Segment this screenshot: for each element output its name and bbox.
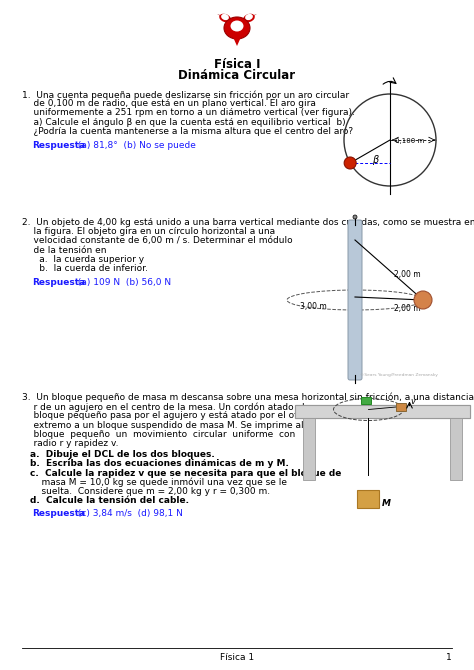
- Ellipse shape: [230, 21, 244, 31]
- Text: Física 1: Física 1: [220, 653, 254, 662]
- Polygon shape: [295, 405, 470, 418]
- Text: 3.  Un bloque pequeño de masa m descansa sobre una mesa horizontal sin fricción,: 3. Un bloque pequeño de masa m descansa …: [22, 393, 474, 403]
- Text: radio r y rapidez v.: radio r y rapidez v.: [22, 439, 119, 448]
- Text: b.  Escriba las dos ecuaciones dinámicas de m y M.: b. Escriba las dos ecuaciones dinámicas …: [30, 460, 289, 468]
- Text: masa M = 10,0 kg se quede inmóvil una vez que se le: masa M = 10,0 kg se quede inmóvil una ve…: [30, 478, 287, 487]
- Text: suelta.  Considere que m = 2,00 kg y r = 0,300 m.: suelta. Considere que m = 2,00 kg y r = …: [30, 487, 270, 496]
- Text: ¿Podría la cuenta mantenerse a la misma altura que el centro del aro?: ¿Podría la cuenta mantenerse a la misma …: [22, 127, 353, 136]
- Text: ©Sears Young/Freedman Zemansky: ©Sears Young/Freedman Zemansky: [360, 373, 438, 377]
- Polygon shape: [217, 14, 229, 18]
- Text: Respuesta: Respuesta: [32, 509, 85, 519]
- Bar: [396, 403, 407, 411]
- Ellipse shape: [219, 13, 231, 22]
- Bar: [450, 418, 462, 480]
- Text: 1.  Una cuenta pequeña puede deslizarse sin fricción por un aro circular: 1. Una cuenta pequeña puede deslizarse s…: [22, 90, 349, 100]
- Text: la figura. El objeto gira en un círculo horizontal a una: la figura. El objeto gira en un círculo …: [22, 227, 275, 237]
- Text: a.  la cuerda superior y: a. la cuerda superior y: [22, 255, 144, 264]
- Text: (c) 3,84 m/s  (d) 98,1 N: (c) 3,84 m/s (d) 98,1 N: [75, 509, 183, 519]
- Text: 2,00 m: 2,00 m: [394, 304, 420, 312]
- Text: bloque pequeño pasa por el agujero y está atado por el otro: bloque pequeño pasa por el agujero y est…: [22, 411, 307, 420]
- Ellipse shape: [243, 13, 255, 22]
- Text: 3,00 m: 3,00 m: [300, 302, 327, 311]
- Ellipse shape: [221, 14, 229, 20]
- Text: de la tensión en: de la tensión en: [22, 246, 107, 255]
- Text: Respuesta: Respuesta: [32, 278, 85, 287]
- Text: de 0,100 m de radio, que está en un plano vertical. El aro gira: de 0,100 m de radio, que está en un plan…: [22, 99, 316, 108]
- Text: 1: 1: [446, 653, 452, 662]
- Text: Respuesta: Respuesta: [32, 141, 85, 150]
- Text: Dinámica Circular: Dinámica Circular: [178, 69, 296, 82]
- Text: r de un agujero en el centro de la mesa. Un cordón atado al: r de un agujero en el centro de la mesa.…: [22, 402, 305, 411]
- Text: a) Calcule el ángulo β en que la cuenta está en equilibrio vertical  b): a) Calcule el ángulo β en que la cuenta …: [22, 118, 346, 127]
- Circle shape: [414, 291, 432, 309]
- Circle shape: [353, 215, 357, 219]
- Text: (a) 81,8°  (b) No se puede: (a) 81,8° (b) No se puede: [75, 141, 196, 150]
- Ellipse shape: [245, 14, 253, 20]
- Polygon shape: [229, 28, 245, 46]
- Bar: [362, 397, 372, 403]
- Text: β: β: [372, 155, 378, 165]
- FancyBboxPatch shape: [348, 220, 362, 380]
- Polygon shape: [245, 14, 257, 18]
- Text: extremo a un bloque suspendido de masa M. Se imprime al: extremo a un bloque suspendido de masa M…: [22, 421, 304, 429]
- Text: 2,00 m: 2,00 m: [394, 270, 420, 279]
- Text: M: M: [382, 499, 391, 508]
- Text: 0,100 m: 0,100 m: [395, 138, 424, 144]
- Text: a.  Dibuje el DCL de los dos bloques.: a. Dibuje el DCL de los dos bloques.: [30, 450, 215, 459]
- Text: Física I: Física I: [214, 58, 260, 71]
- Circle shape: [344, 157, 356, 169]
- Text: c.  Calcule la rapidez v que se necesita para que el bloque de: c. Calcule la rapidez v que se necesita …: [30, 468, 341, 478]
- Text: v: v: [410, 397, 416, 405]
- Text: uniformemente a 251 rpm en torno a un diámetro vertical (ver figura).: uniformemente a 251 rpm en torno a un di…: [22, 109, 355, 117]
- Bar: [295, 405, 470, 418]
- Text: bloque  pequeño  un  movimiento  circular  uniforme  con: bloque pequeño un movimiento circular un…: [22, 429, 295, 439]
- Ellipse shape: [224, 17, 250, 39]
- Bar: [357, 490, 380, 508]
- Bar: [303, 418, 315, 480]
- Text: d.  Calcule la tensión del cable.: d. Calcule la tensión del cable.: [30, 496, 189, 505]
- Text: 2.  Un objeto de 4,00 kg está unido a una barra vertical mediante dos cuerdas, c: 2. Un objeto de 4,00 kg está unido a una…: [22, 218, 474, 227]
- Text: velocidad constante de 6,00 m / s. Determinar el módulo: velocidad constante de 6,00 m / s. Deter…: [22, 237, 292, 245]
- Text: b.  la cuerda de inferior.: b. la cuerda de inferior.: [22, 264, 148, 273]
- Text: (a) 109 N  (b) 56,0 N: (a) 109 N (b) 56,0 N: [75, 278, 171, 287]
